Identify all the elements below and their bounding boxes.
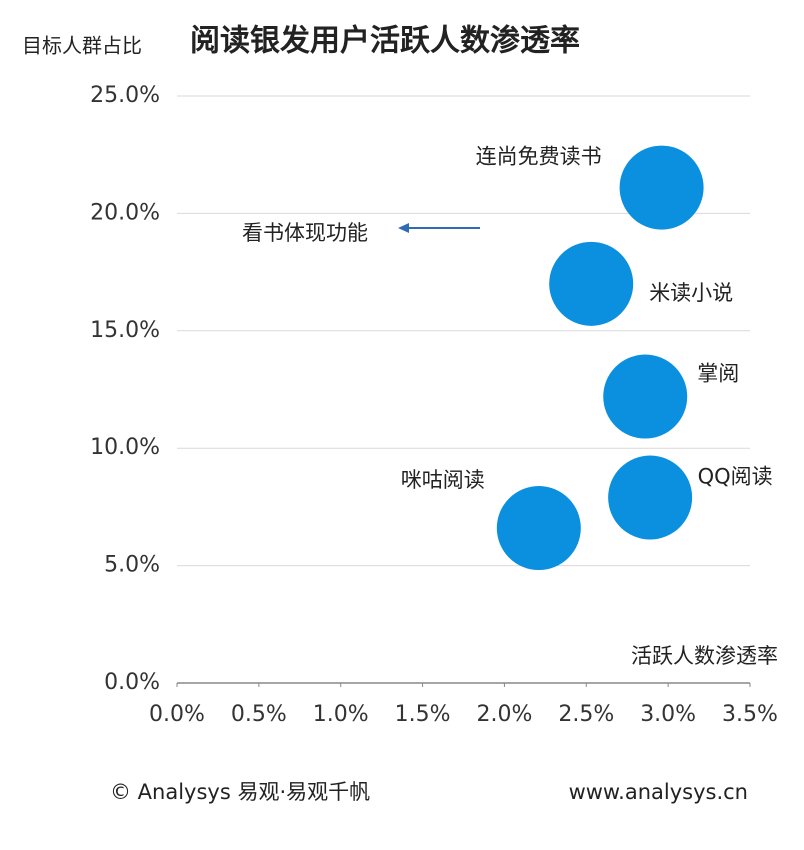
y-tick-label: 20.0% xyxy=(90,200,160,225)
x-tick-label: 1.0% xyxy=(313,702,369,727)
footer-right: www.analysys.cn xyxy=(569,780,748,804)
y-tick-label: 10.0% xyxy=(90,435,160,460)
x-tick-label: 3.5% xyxy=(722,702,778,727)
x-tick-label: 2.0% xyxy=(476,702,532,727)
point-label: QQ阅读 xyxy=(698,465,773,489)
bubble xyxy=(619,145,704,230)
x-tick-label: 0.0% xyxy=(149,702,205,727)
point-label: 咪咕阅读 xyxy=(401,468,485,492)
x-tick-label: 3.0% xyxy=(640,702,696,727)
point-label: 米读小说 xyxy=(649,281,733,305)
point-label: 掌阅 xyxy=(697,362,739,386)
arrow-head xyxy=(398,223,409,233)
y-tick-label: 15.0% xyxy=(90,318,160,343)
bubble xyxy=(549,241,634,326)
bubble xyxy=(496,486,581,571)
bubble xyxy=(608,455,693,540)
x-tick-label: 1.5% xyxy=(395,702,451,727)
footer-left: © Analysys 易观·易观千帆 xyxy=(110,780,370,804)
y-tick-label: 0.0% xyxy=(104,670,160,695)
annotation: 看书体现功能 xyxy=(242,221,368,245)
bubble xyxy=(603,354,688,439)
chart-title: 阅读银发用户活跃人数渗透率 xyxy=(190,24,580,59)
point-label: 连尚免费读书 xyxy=(476,145,602,169)
x-tick-label: 0.5% xyxy=(231,702,287,727)
y-tick-label: 5.0% xyxy=(104,553,160,578)
y-tick-label: 25.0% xyxy=(90,83,160,108)
x-tick-label: 2.5% xyxy=(558,702,614,727)
x-axis-label: 活跃人数渗透率 xyxy=(631,644,778,668)
y-axis-label: 目标人群占比 xyxy=(22,34,142,58)
